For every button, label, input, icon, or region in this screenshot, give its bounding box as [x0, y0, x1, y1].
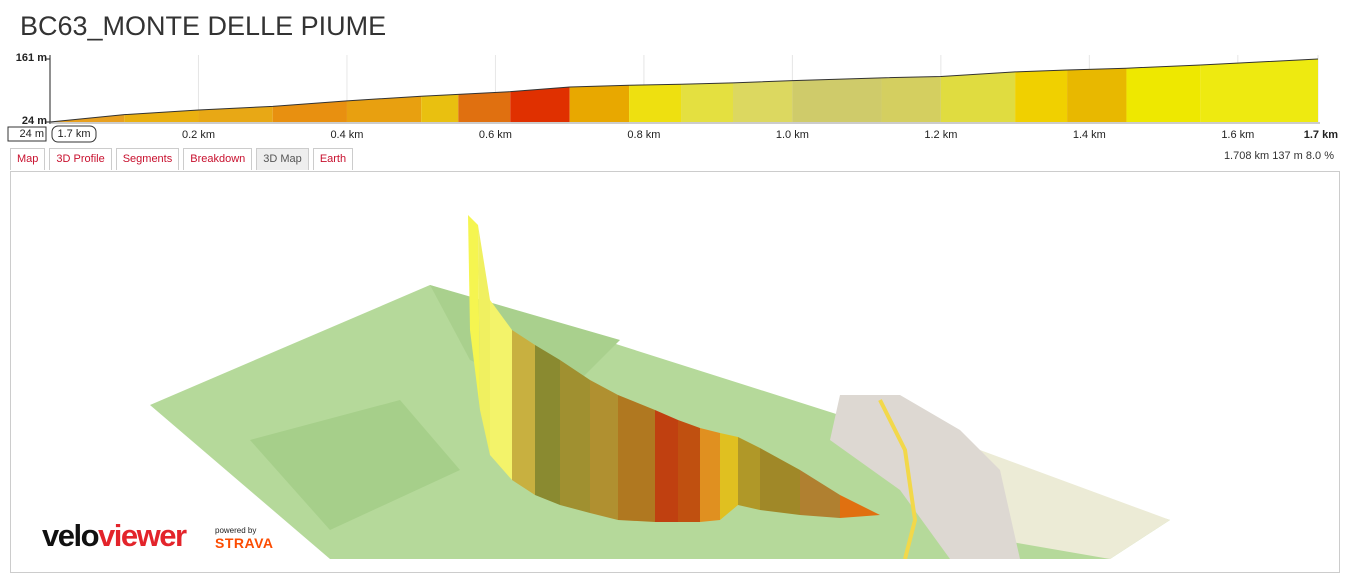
wall-strip [760, 448, 800, 515]
area-segment [792, 77, 882, 122]
wall-strip [800, 470, 840, 518]
y-tick-label: 161 m [16, 52, 47, 64]
area-segment [732, 80, 793, 122]
powered-by: powered by [215, 526, 257, 535]
y-tick-label: 24 m [22, 115, 47, 127]
cursor-distance-box [51, 125, 97, 143]
area-segment [272, 100, 347, 122]
wall-strip [840, 495, 880, 518]
page-title: BC63_MONTE DELLE PIUME [20, 11, 386, 41]
area-segment [940, 71, 1016, 122]
x-tick-label: 1.6 km [1221, 129, 1254, 141]
x-tick-label: 0.4 km [330, 129, 363, 141]
area-segment [629, 84, 682, 122]
area-segment [1126, 64, 1201, 122]
area-segment [1015, 70, 1068, 122]
cursor-distance: 1.7 km [57, 128, 90, 140]
logo-part: viewer [98, 518, 187, 553]
x-tick-label: 0.6 km [479, 129, 512, 141]
area-segment [124, 110, 199, 122]
logo-part: velo [42, 518, 100, 553]
stats: 1.708 km 137 m 8.0 % [1223, 150, 1334, 162]
wall-strip [512, 330, 535, 495]
wall-strip [655, 410, 678, 522]
page: {"header": {"title": "BC63_MONTE DELLE P… [7, 11, 1340, 573]
wall-strip [535, 345, 560, 505]
cursor-elevation-box [7, 126, 47, 142]
profile-line [49, 58, 1319, 123]
partner-logo: STRAVA [215, 535, 274, 551]
town [830, 395, 1020, 559]
wall-strip [720, 433, 738, 520]
wall-strip [468, 215, 480, 410]
wall-strip [490, 300, 512, 480]
tab[interactable]: 3D Profile [49, 148, 112, 170]
wall-strip [678, 420, 700, 522]
x-tick-label: 1.7 km [1304, 129, 1338, 141]
wall-strip [590, 380, 618, 520]
profile-chart: BC63_MONTE DELLE PIUME 24 m 1.7 km 0.2 k… [7, 11, 1338, 143]
forest [250, 400, 460, 530]
area-segment [1067, 68, 1127, 122]
field [980, 450, 1170, 559]
area-segment [881, 76, 941, 122]
area-segment [458, 91, 511, 122]
wall-strip [478, 225, 490, 455]
tab[interactable]: Breakdown [183, 148, 253, 170]
area-segment [1200, 59, 1318, 122]
tab-bar: Map 3D Profile Segments Breakdown 3D Map Eart… [10, 148, 354, 170]
wall-strip [618, 395, 655, 522]
area-segment [510, 87, 570, 122]
x-tick-label: 1.4 km [1073, 129, 1106, 141]
area-segment [198, 106, 273, 122]
area-segment [681, 82, 733, 122]
x-tick-label: 1.2 km [924, 129, 957, 141]
wall-strip [738, 437, 760, 510]
map-3d[interactable] [11, 172, 1338, 559]
cursor-elevation: 24 m [20, 128, 44, 140]
tab[interactable]: Earth [312, 148, 354, 170]
x-tick-label: 0.2 km [182, 129, 215, 141]
area-segment [346, 96, 422, 122]
wall-strip [560, 360, 590, 513]
x-tick-label: 1.0 km [776, 129, 809, 141]
x-tick-label: 0.8 km [627, 129, 660, 141]
area-segment [421, 94, 459, 122]
tab[interactable]: 3D Map [256, 148, 309, 170]
tab[interactable]: Map [10, 148, 46, 170]
road [878, 399, 918, 559]
area-segment [569, 85, 630, 122]
logo: veloviewer [42, 518, 187, 554]
wall-strip [700, 428, 720, 522]
elevation-wall [468, 215, 880, 522]
tab[interactable]: Segments [115, 148, 180, 170]
